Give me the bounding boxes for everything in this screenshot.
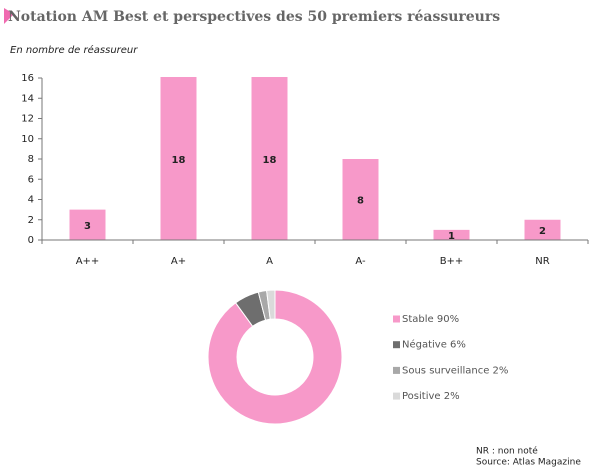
legend-label: Stable 90% xyxy=(402,314,459,325)
x-tick-label: A+ xyxy=(171,256,186,267)
bar xyxy=(69,209,106,240)
donut-slice xyxy=(207,289,343,425)
x-tick-label: B++ xyxy=(440,256,464,267)
y-tick-label: 14 xyxy=(21,93,34,104)
bar xyxy=(160,77,197,240)
legend-label: Sous surveillance 2% xyxy=(402,365,508,376)
y-tick-label: 6 xyxy=(28,174,34,185)
y-tick-label: 12 xyxy=(21,114,34,125)
value-label: 3 xyxy=(84,221,91,232)
x-tick-label: A++ xyxy=(76,256,100,267)
legend-label: Négative 6% xyxy=(402,339,466,351)
legend-swatch xyxy=(393,366,400,374)
bar xyxy=(433,229,470,240)
value-label: 2 xyxy=(539,226,546,237)
y-tick-label: 8 xyxy=(28,154,34,165)
value-label: 18 xyxy=(263,155,277,166)
y-tick-label: 4 xyxy=(28,195,34,206)
x-tick-label: NR xyxy=(535,256,549,267)
bar xyxy=(251,77,288,240)
legend-label: Positive 2% xyxy=(402,391,460,402)
value-label: 1 xyxy=(448,231,455,242)
y-tick-label: 16 xyxy=(21,73,34,84)
legend-swatch xyxy=(393,392,400,400)
bar xyxy=(524,219,561,240)
legend-swatch xyxy=(393,315,400,323)
legend-swatch xyxy=(393,341,400,349)
value-label: 18 xyxy=(172,155,186,166)
donut-slice xyxy=(266,289,276,320)
x-tick-label: A xyxy=(266,256,273,267)
x-tick-label: A- xyxy=(355,256,366,267)
title-marker xyxy=(4,8,14,24)
footnote: Source: Atlas Magazine xyxy=(476,458,581,468)
plot-area xyxy=(69,77,561,240)
y-tick-label: 10 xyxy=(21,134,34,145)
y-tick-label: 0 xyxy=(28,235,34,246)
value-label: 8 xyxy=(357,196,364,207)
y-tick-label: 2 xyxy=(28,215,34,226)
bar xyxy=(342,159,379,240)
chart-subtitle: En nombre de réassureur xyxy=(10,44,138,56)
footnote: NR : non noté xyxy=(476,446,538,457)
chart-title: Notation AM Best et perspectives des 50 … xyxy=(8,9,500,25)
